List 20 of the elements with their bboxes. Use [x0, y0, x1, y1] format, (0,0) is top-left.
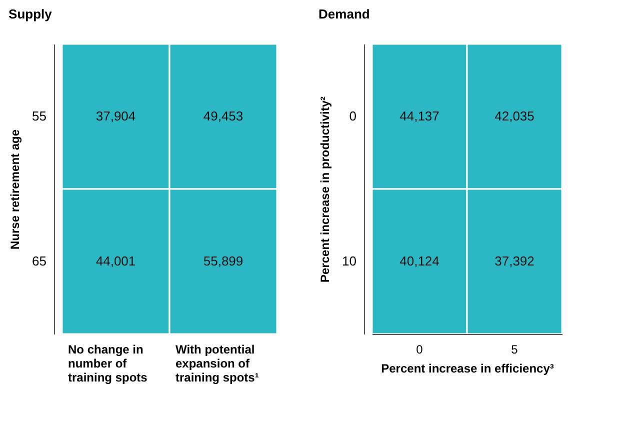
x-tick-label: With potential expansion of training spots¹ — [176, 342, 259, 384]
y-tick-label: 10 — [342, 254, 356, 268]
x-tick-label: 0 — [416, 342, 424, 356]
y-tick-label: 55 — [32, 108, 46, 124]
x-axis-title: Percent increase in efficiency³ — [381, 362, 554, 376]
x-tick-label: 5 — [511, 342, 518, 356]
data-label: 37,392 — [494, 254, 534, 268]
chart-title: Supply — [8, 6, 53, 22]
data-label: 42,035 — [494, 108, 534, 124]
y-axis-title: Nurse retirement age — [8, 129, 22, 250]
y-tick-label: 65 — [32, 254, 46, 268]
data-label: 49,453 — [203, 108, 244, 124]
y-axis-title: Percent increase in productivity² — [318, 96, 332, 283]
x-tick-label: No change in number of training spots — [68, 342, 148, 384]
data-label: 37,904 — [96, 108, 136, 124]
chart-title: Demand — [318, 6, 370, 22]
data-label: 44,001 — [96, 254, 136, 268]
data-label: 44,137 — [400, 108, 440, 124]
data-label: 55,899 — [203, 254, 244, 268]
data-label: 40,124 — [400, 254, 440, 268]
